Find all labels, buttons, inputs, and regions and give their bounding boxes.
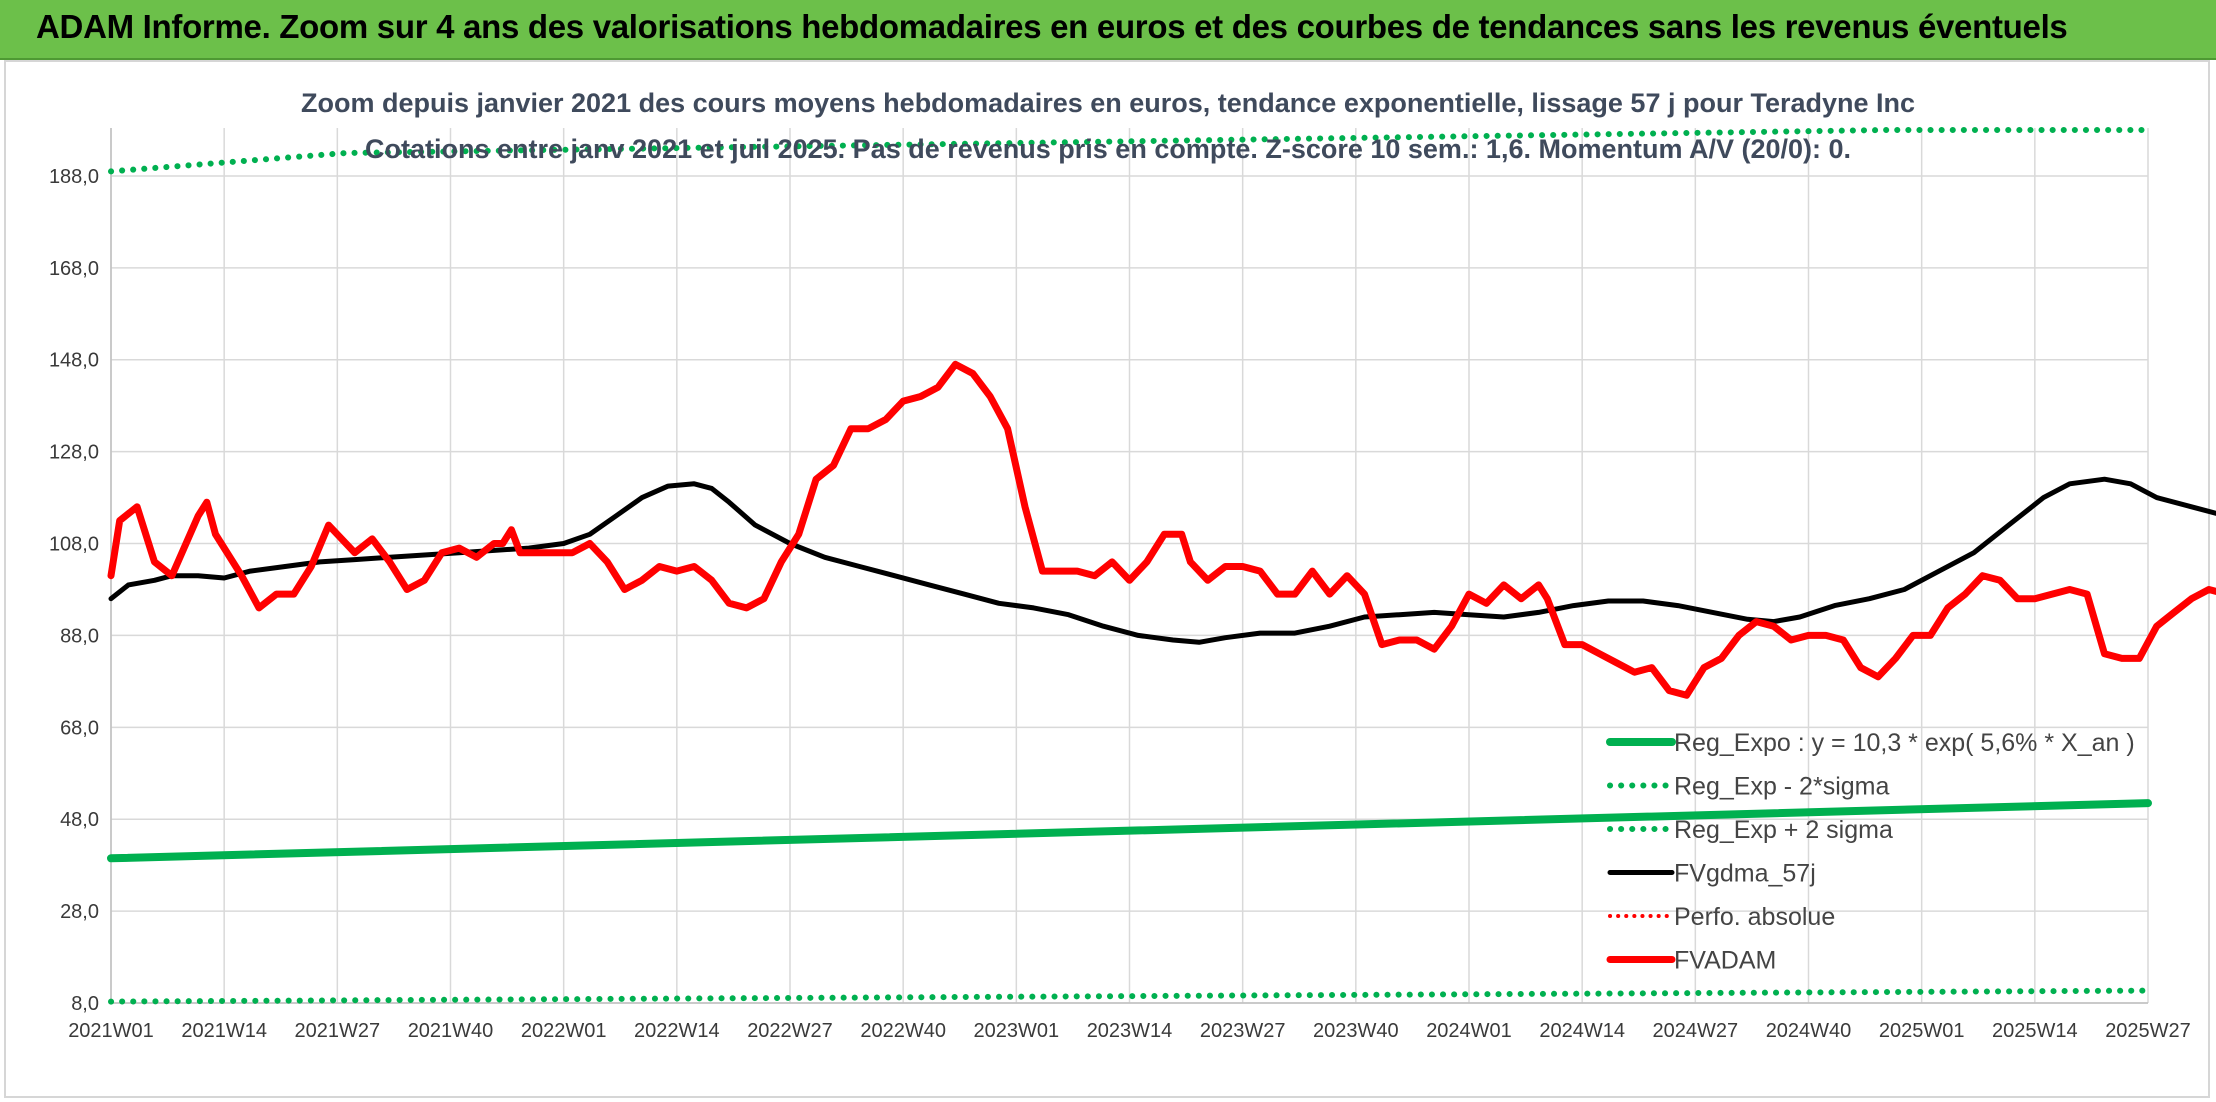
x-tick-label: 2022W40 <box>860 1020 946 1042</box>
chart-subtitle: Cotations entre janv 2021 et juil 2025. … <box>364 134 1852 164</box>
reg-expo-line <box>107 799 2152 863</box>
x-tick-label: 2023W27 <box>1200 1020 1286 1042</box>
y-tick-label: 68,0 <box>60 717 99 739</box>
y-tick-label: 88,0 <box>60 625 99 647</box>
x-tick-label: 2024W27 <box>1653 1020 1739 1042</box>
x-tick-label: 2025W14 <box>1992 1020 2078 1042</box>
chart-series <box>107 127 2216 1005</box>
reg-exp-minus-2sigma-line <box>108 987 2151 1005</box>
x-tick-label: 2021W40 <box>408 1020 494 1042</box>
y-tick-label: 188,0 <box>49 166 99 188</box>
x-axis-ticks: 2021W01 2021W14 2021W27 2021W40 2022W01 2022W… <box>68 1020 2191 1042</box>
y-tick-label: 8,0 <box>71 993 99 1015</box>
fvadam-line <box>107 360 2216 699</box>
y-axis-ticks: 8,0 28,0 48,0 68,0 88,0 108,0 128,0 148,0 168,0 1… <box>49 166 99 1015</box>
y-tick-label: 128,0 <box>49 442 99 464</box>
legend-label-reg-exp-minus-2sigma-line: Reg_Exp - 2*sigma <box>1674 773 1889 801</box>
y-tick-label: 48,0 <box>60 809 99 831</box>
x-tick-label: 2024W14 <box>1539 1020 1625 1042</box>
x-tick-label: 2021W14 <box>181 1020 267 1042</box>
y-tick-label: 28,0 <box>60 901 99 923</box>
legend-label-reg-expo-line: Reg_Expo : y = 10,3 * exp( 5,6% * X_an ) <box>1674 729 2135 757</box>
x-tick-label: 2024W01 <box>1426 1020 1512 1042</box>
y-tick-label: 148,0 <box>49 350 99 372</box>
x-tick-label: 2022W14 <box>634 1020 720 1042</box>
x-tick-label: 2025W27 <box>2105 1020 2191 1042</box>
title-banner: ADAM Informe. Zoom sur 4 ans des valoris… <box>0 0 2216 60</box>
x-tick-label: 2023W40 <box>1313 1020 1399 1042</box>
chart-legend: Reg_Expo : y = 10,3 * exp( 5,6% * X_an )… <box>1606 729 2135 975</box>
legend-label-reg-exp-plus-2sigma-line: Reg_Exp + 2 sigma <box>1674 816 1893 844</box>
x-tick-label: 2021W27 <box>295 1020 381 1042</box>
y-tick-label: 168,0 <box>49 258 99 280</box>
chart-title: Zoom depuis janvier 2021 des cours moyen… <box>300 88 1916 118</box>
legend-label-fvgdma-57j-line: FVgdma_57j <box>1674 860 1816 888</box>
x-tick-label: 2021W01 <box>68 1020 154 1042</box>
x-tick-label: 2025W01 <box>1879 1020 1965 1042</box>
reg-exp-plus-2sigma-line <box>108 127 2151 175</box>
x-tick-label: 2022W27 <box>747 1020 833 1042</box>
x-tick-label: 2024W40 <box>1766 1020 1852 1042</box>
x-tick-label: 2022W01 <box>521 1020 607 1042</box>
fvgdma-57j-line <box>108 476 2216 645</box>
chart-frame <box>4 60 2210 1098</box>
banner-title: ADAM Informe. Zoom sur 4 ans des valoris… <box>36 8 2068 45</box>
legend-label-perfo-absolue-line: Perfo. absolue <box>1674 903 1835 931</box>
x-tick-label: 2023W01 <box>974 1020 1060 1042</box>
chart-grid <box>110 128 2149 1004</box>
legend-label-fvadam-line: FVADAM <box>1674 947 1776 975</box>
y-tick-label: 108,0 <box>49 534 99 556</box>
x-tick-label: 2023W14 <box>1087 1020 1173 1042</box>
